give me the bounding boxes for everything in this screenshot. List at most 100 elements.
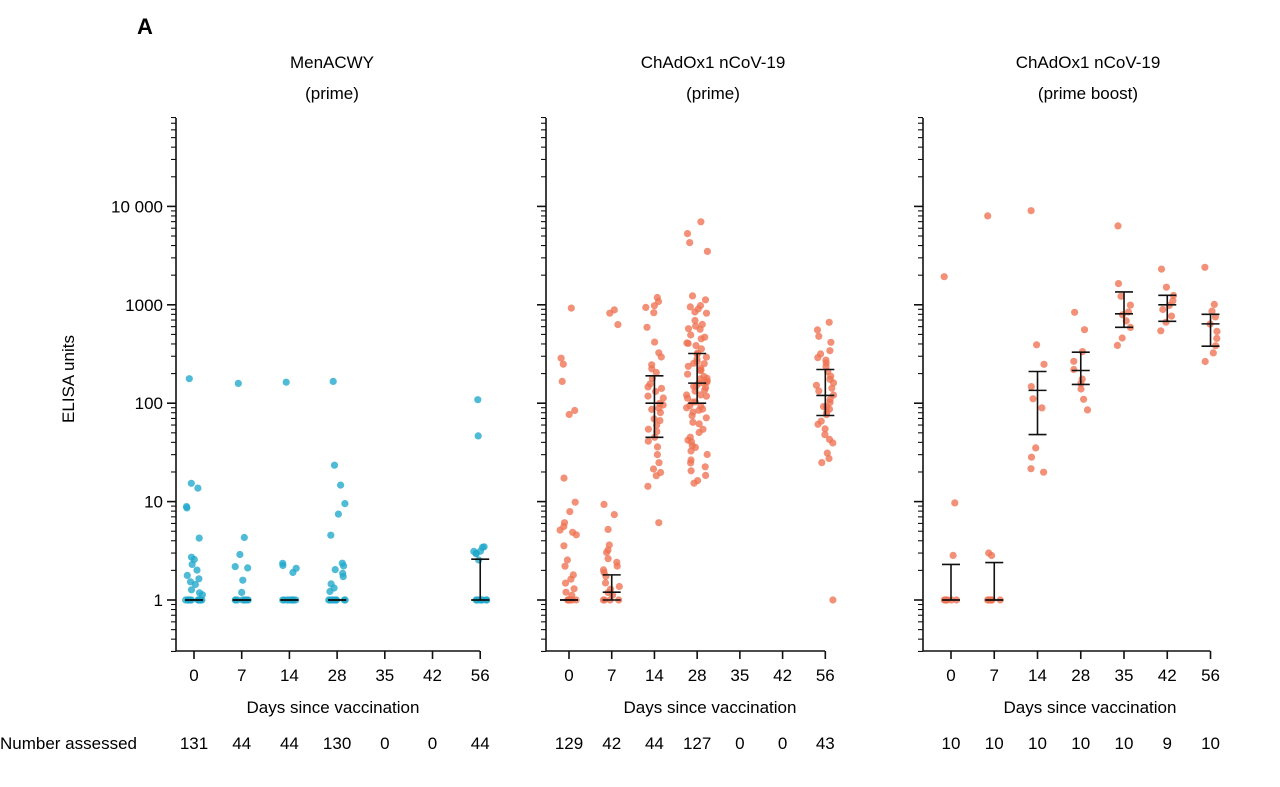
x-tick-label: 35 bbox=[1115, 666, 1134, 685]
x-tick-label: 14 bbox=[645, 666, 664, 685]
data-point bbox=[472, 550, 480, 558]
panel-marks: 0 129 7 42 14 44 28 127 35 0 42 0 56 43 bbox=[537, 116, 838, 753]
data-point bbox=[1033, 341, 1041, 349]
data-point bbox=[239, 576, 247, 584]
data-point bbox=[701, 463, 709, 471]
data-point bbox=[815, 387, 823, 395]
y-axis-label: ELISA units bbox=[59, 335, 78, 423]
data-point bbox=[687, 447, 695, 455]
data-point bbox=[560, 474, 568, 482]
data-point bbox=[563, 556, 572, 564]
data-point bbox=[289, 568, 297, 577]
number-assessed-value: 10 bbox=[942, 734, 961, 753]
x-tick-label: 42 bbox=[1158, 666, 1177, 685]
data-point bbox=[604, 555, 612, 563]
data-point bbox=[330, 461, 339, 469]
data-point bbox=[572, 531, 580, 539]
data-point bbox=[282, 378, 290, 386]
data-point bbox=[1077, 385, 1085, 393]
data-point bbox=[191, 580, 199, 589]
data-point bbox=[829, 596, 837, 604]
panel-title-line2: (prime boost) bbox=[1038, 84, 1138, 103]
data-point bbox=[696, 366, 704, 375]
number-assessed-value: 0 bbox=[428, 734, 437, 753]
data-point bbox=[1027, 465, 1035, 473]
x-tick-label: 42 bbox=[773, 666, 792, 685]
data-point bbox=[822, 411, 831, 419]
data-point bbox=[829, 379, 838, 387]
data-point bbox=[690, 359, 698, 367]
data-point bbox=[1167, 312, 1176, 320]
data-point bbox=[1083, 406, 1092, 414]
data-point bbox=[334, 510, 342, 518]
data-point bbox=[600, 500, 608, 508]
data-point bbox=[827, 338, 835, 346]
data-point bbox=[279, 561, 287, 570]
data-point bbox=[602, 572, 610, 580]
data-point bbox=[650, 309, 658, 317]
data-point bbox=[644, 383, 652, 391]
number-assessed-value: 44 bbox=[232, 734, 251, 753]
data-point bbox=[1126, 301, 1134, 309]
data-point bbox=[688, 412, 696, 420]
data-point bbox=[556, 526, 564, 534]
data-point bbox=[684, 370, 692, 378]
data-point bbox=[814, 354, 822, 362]
data-point bbox=[653, 443, 662, 451]
data-point bbox=[825, 454, 833, 463]
data-point bbox=[702, 353, 711, 361]
data-point bbox=[475, 556, 483, 564]
data-point bbox=[695, 420, 703, 428]
data-point bbox=[187, 586, 196, 594]
data-point bbox=[1201, 263, 1209, 271]
data-point bbox=[1029, 395, 1037, 403]
data-point bbox=[1118, 334, 1126, 342]
number-assessed-value: 10 bbox=[1115, 734, 1134, 753]
data-point bbox=[656, 409, 665, 417]
data-point bbox=[474, 432, 482, 440]
data-point bbox=[566, 508, 574, 516]
data-point bbox=[194, 484, 202, 492]
data-point bbox=[697, 218, 705, 226]
x-tick-label: 56 bbox=[816, 666, 835, 685]
data-point bbox=[1027, 207, 1035, 215]
number-assessed-value: 10 bbox=[1071, 734, 1090, 753]
data-point bbox=[687, 467, 695, 475]
data-point bbox=[940, 273, 948, 281]
data-point bbox=[1209, 349, 1217, 357]
data-point bbox=[558, 377, 566, 385]
data-point bbox=[1159, 305, 1167, 314]
data-point bbox=[187, 479, 195, 487]
data-point bbox=[1118, 311, 1127, 319]
x-axis-label: Days since vaccination bbox=[624, 698, 797, 717]
panel-chadox1-prime-boost: ChAdOx1 nCoV-19 (prime boost) Days since… bbox=[914, 53, 1221, 753]
data-point bbox=[559, 360, 567, 368]
number-assessed-value: 129 bbox=[555, 734, 583, 753]
data-point bbox=[188, 560, 196, 569]
x-tick-label: 7 bbox=[990, 666, 999, 685]
data-point bbox=[1070, 357, 1078, 365]
data-point bbox=[702, 392, 711, 400]
x-tick-label: 0 bbox=[189, 666, 198, 685]
data-point bbox=[988, 551, 996, 560]
data-point bbox=[329, 377, 337, 385]
data-point bbox=[684, 339, 692, 347]
data-point bbox=[655, 519, 663, 527]
data-point bbox=[474, 396, 482, 404]
data-point bbox=[815, 332, 823, 340]
x-tick-label: 7 bbox=[607, 666, 616, 685]
data-point bbox=[567, 304, 575, 312]
number-assessed-value: 127 bbox=[683, 734, 711, 753]
data-point bbox=[949, 551, 957, 560]
data-point bbox=[236, 550, 244, 559]
number-assessed-value: 44 bbox=[280, 734, 299, 753]
data-point bbox=[814, 420, 822, 428]
data-point bbox=[702, 471, 710, 479]
x-tick-label: 28 bbox=[688, 666, 707, 685]
data-point bbox=[686, 303, 694, 311]
data-point bbox=[606, 309, 614, 317]
data-point bbox=[825, 318, 833, 326]
data-point bbox=[692, 342, 700, 350]
data-point bbox=[818, 459, 826, 467]
